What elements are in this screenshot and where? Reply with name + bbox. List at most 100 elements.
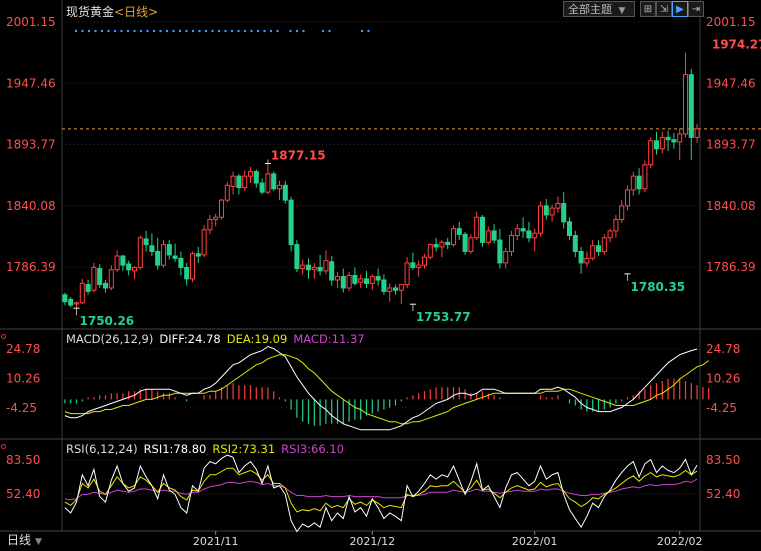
candle-body	[421, 256, 428, 266]
candle-body	[178, 257, 184, 268]
candle-body	[363, 278, 370, 284]
signal-dot	[172, 29, 175, 33]
rsi-axis-label-left: 52.40	[6, 487, 40, 501]
signal-dot	[211, 29, 214, 33]
rsi2-line	[64, 467, 698, 513]
signal-dot	[230, 29, 234, 33]
candle-body	[653, 140, 660, 150]
end-icon[interactable]: ⇥	[688, 1, 704, 17]
candle-body	[648, 140, 654, 166]
candle-body	[329, 261, 335, 281]
theme-label: 全部主题	[568, 3, 612, 16]
macd-macd-value: MACD:11.37	[293, 332, 365, 346]
candle-body	[323, 260, 329, 272]
signal-dot	[204, 29, 208, 33]
candle-body	[73, 302, 80, 305]
time-axis-label: 2022/02	[657, 535, 703, 548]
candle-body	[607, 230, 613, 239]
candle-body	[659, 136, 665, 150]
signal-dot	[165, 29, 169, 33]
candle-body	[537, 205, 544, 234]
macd-diff-value: DIFF:24.78	[159, 332, 221, 346]
candle-body	[271, 173, 277, 190]
theme-dropdown[interactable]: 全部主题 ▼	[563, 1, 635, 17]
signal-dot	[256, 29, 260, 33]
candle-body	[340, 276, 346, 289]
candle-body	[624, 189, 631, 207]
candle-body	[311, 266, 317, 271]
candle-body	[520, 228, 526, 232]
candle-body	[195, 253, 201, 257]
signal-dot	[289, 29, 292, 33]
price-annotation: 1974.27	[712, 38, 761, 52]
candle-body	[259, 182, 265, 193]
signal-dot	[302, 29, 305, 33]
candle-body	[282, 184, 288, 201]
price-axis-label-right: 1840.08	[706, 199, 756, 213]
price-annotation: 1780.35	[631, 280, 686, 294]
rsi2-value: RSI2:73.31	[212, 442, 276, 456]
macd-dea-line	[64, 354, 709, 425]
candle-body	[114, 255, 120, 271]
price-axis-label-left: 2001.15	[6, 15, 56, 29]
price-annotation: 1750.26	[80, 314, 135, 328]
time-axis-label: 2022/01	[512, 535, 558, 548]
rsi3-value: RSI3:66.10	[281, 442, 344, 456]
candle-body	[160, 244, 167, 266]
rsi1-value: RSI1:78.80	[143, 442, 207, 456]
rsi-axis-label-left: 83.50	[6, 453, 40, 467]
signal-dot	[178, 29, 182, 33]
time-axis-label: 2021/11	[193, 535, 239, 548]
candle-body	[68, 298, 74, 306]
candle-body	[514, 228, 520, 237]
candle-body	[450, 228, 457, 246]
candle-body	[230, 175, 236, 187]
candle-body	[613, 219, 619, 232]
candle-body	[682, 74, 689, 135]
candle-body	[375, 276, 381, 281]
candle-body	[561, 203, 567, 223]
signal-dot	[243, 29, 247, 33]
candle-body	[572, 235, 578, 252]
signal-dot	[100, 29, 104, 33]
candle-body	[642, 164, 648, 190]
candle-body	[526, 230, 532, 239]
candle-body	[346, 274, 352, 289]
macd-axis-label-left: 10.26	[6, 372, 40, 386]
signal-dot	[237, 29, 240, 33]
signal-dot	[367, 29, 370, 33]
signal-dot	[159, 29, 162, 33]
chevron-down-icon: ▼	[35, 537, 42, 547]
candle-body	[387, 287, 393, 292]
candle-body	[688, 74, 694, 138]
macd-dea-value: DEA:19.09	[226, 332, 288, 346]
candle-body	[131, 266, 138, 272]
play-icon[interactable]: ▶	[672, 1, 688, 17]
period-selector[interactable]: 日线 ▼	[0, 531, 48, 549]
candle-body	[201, 229, 207, 256]
signal-dot	[139, 29, 143, 33]
signal-dot	[74, 29, 78, 33]
candle-body	[224, 184, 230, 201]
price-axis-label-left: 1786.39	[6, 260, 56, 274]
period-label: <日线>	[114, 5, 159, 19]
candle-body	[474, 216, 480, 239]
macd-axis-label-left: -4.25	[6, 401, 37, 415]
candle-body	[445, 241, 451, 246]
zoom-icon[interactable]: ⇲	[656, 1, 672, 17]
signal-dot	[263, 29, 266, 33]
rsi1-line	[64, 454, 698, 533]
macd-params: MACD(26,12,9)	[66, 332, 154, 346]
candle-body	[97, 268, 103, 286]
candle-body	[555, 203, 561, 209]
candle-body	[601, 237, 607, 252]
candle-body	[172, 255, 178, 259]
rsi-params: RSI(6,12,24)	[66, 442, 138, 456]
price-axis-label-right: 1786.39	[706, 260, 756, 274]
crosshair-icon[interactable]: ⊞	[640, 1, 656, 17]
candle-body	[479, 216, 486, 243]
candle-body	[636, 175, 642, 190]
candle-body	[398, 284, 404, 291]
candle-body	[85, 284, 91, 292]
candle-body	[288, 199, 294, 246]
